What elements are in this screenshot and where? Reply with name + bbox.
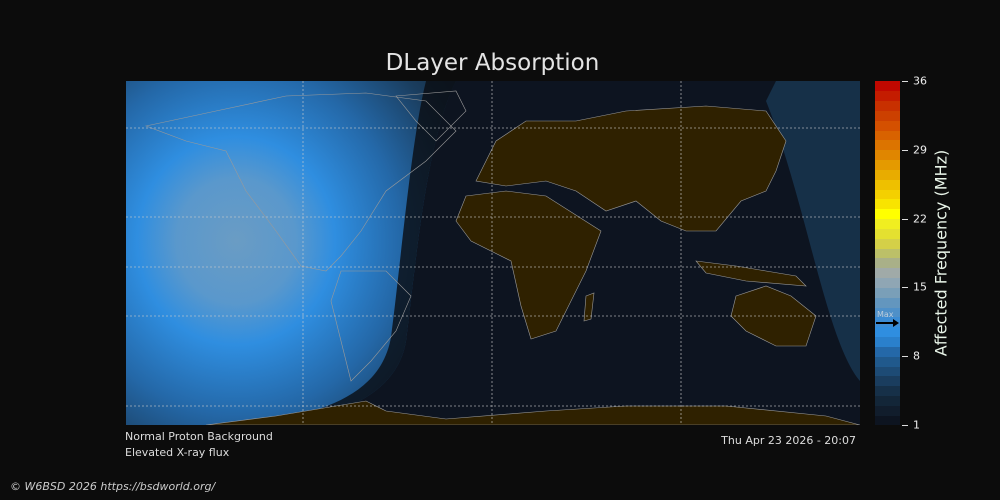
colorbar-segment — [875, 179, 900, 190]
absorption-map — [126, 81, 860, 425]
xray-status: Elevated X-ray flux — [125, 446, 230, 459]
colorbar-segment — [875, 139, 900, 151]
proton-status: Normal Proton Background — [125, 430, 273, 443]
colorbar-segment — [875, 189, 900, 200]
graticule — [126, 81, 860, 425]
australia — [730, 285, 817, 347]
greenland — [395, 90, 467, 142]
colorbar-segment — [875, 248, 900, 259]
colorbar-segment — [875, 257, 900, 269]
madagascar — [583, 292, 595, 322]
colorbar-segment — [875, 415, 900, 426]
europe-asia — [475, 105, 787, 232]
chart-title: DLayer Absorption — [385, 50, 600, 76]
colorbar-segment — [875, 405, 900, 416]
colorbar-segment — [875, 120, 900, 131]
colorbar-segment — [875, 267, 900, 279]
colorbar-tick-label: 8 — [913, 349, 920, 363]
dayside-east — [766, 81, 860, 381]
colorbar-segment — [875, 336, 900, 347]
colorbar-segment — [875, 356, 900, 367]
colorbar-segment — [875, 385, 900, 396]
copyright-footer: © W6BSD 2026 https://bsdworld.org/ — [10, 480, 216, 493]
colorbar-segment — [875, 81, 900, 92]
max-arrow-icon — [876, 318, 899, 327]
colorbar-tick — [902, 149, 908, 151]
landmasses — [144, 90, 860, 425]
colorbar-segment — [875, 375, 900, 387]
colorbar-segment — [875, 149, 900, 161]
colorbar-tick-label: 22 — [913, 212, 927, 226]
colorbar-segment — [875, 307, 900, 318]
colorbar-segment — [875, 208, 900, 220]
colorbar-tick — [902, 218, 908, 220]
colorbar-segment — [875, 366, 900, 377]
colorbar-tick-label: 15 — [913, 280, 927, 294]
timestamp: Thu Apr 23 2026 - 20:07 — [721, 434, 856, 447]
colorbar-segment — [875, 169, 900, 180]
max-marker-label: Max — [877, 309, 894, 319]
colorbar-segment — [875, 326, 900, 338]
colorbar-segment — [875, 228, 900, 239]
colorbar-tick-label: 1 — [913, 418, 920, 432]
colorbar-segment — [875, 297, 900, 308]
africa — [455, 190, 602, 340]
colorbar-segment — [875, 130, 900, 141]
colorbar-tick — [902, 356, 908, 358]
colorbar-segment — [875, 159, 900, 170]
colorbar-tick — [902, 425, 908, 426]
colorbar-tick-label: 29 — [913, 143, 927, 157]
north-america — [144, 92, 457, 272]
colorbar-segment — [875, 198, 900, 210]
colorbar-tick — [902, 81, 908, 82]
colorbar-tick — [902, 287, 908, 289]
colorbar-segment — [875, 277, 900, 288]
colorbar-segment — [875, 90, 900, 102]
colorbar-label: Affected Frequency (MHz) — [931, 149, 951, 357]
dayside-absorption — [126, 81, 456, 425]
colorbar-segment — [875, 218, 900, 229]
colorbar-segment — [875, 238, 900, 249]
colorbar-segment — [875, 346, 900, 357]
colorbar-tick-label: 36 — [913, 74, 927, 88]
terminator-band — [236, 81, 456, 425]
colorbar — [875, 81, 900, 426]
colorbar-segment — [875, 110, 900, 121]
colorbar-segment — [875, 395, 900, 406]
colorbar-segment — [875, 287, 900, 298]
south-america — [330, 270, 412, 382]
colorbar-segment — [875, 100, 900, 111]
